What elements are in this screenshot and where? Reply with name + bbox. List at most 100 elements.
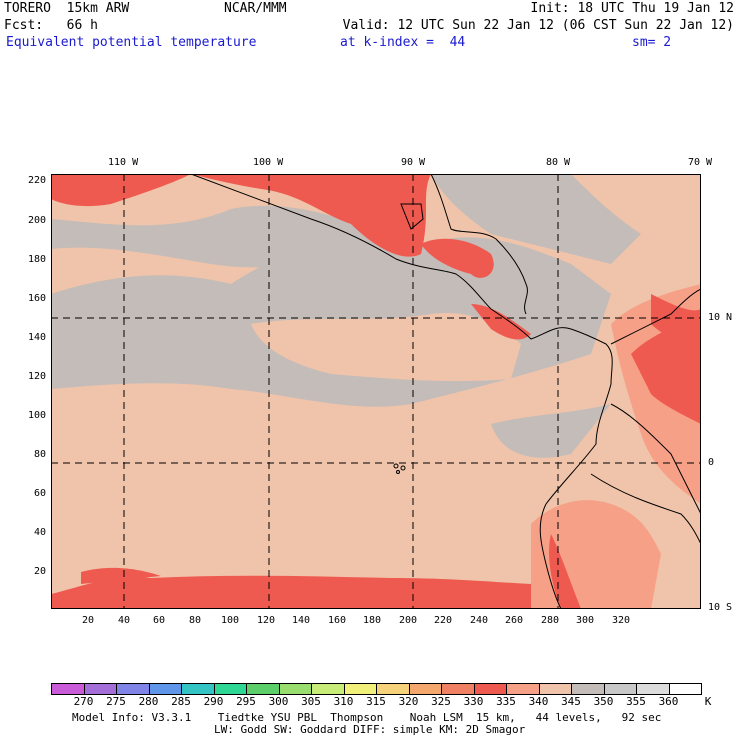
graticule xyxy=(51,174,701,609)
colorbar-label: 345 xyxy=(561,695,581,708)
galapagos-island xyxy=(396,470,400,474)
north-sa-coastline xyxy=(610,288,701,345)
colorbar-label: 330 xyxy=(463,695,484,708)
grid-y-label: 80 xyxy=(33,449,46,460)
red-region-costa-rica xyxy=(471,304,531,340)
border-line xyxy=(610,403,701,515)
gray-moisture-band xyxy=(491,404,611,458)
colorbar-swatch xyxy=(473,683,507,695)
colorbar-swatch xyxy=(246,683,280,695)
red-region-central-america xyxy=(421,238,494,278)
red-region-peru xyxy=(549,534,581,609)
galapagos-island xyxy=(393,463,399,469)
lon-label-100w: 100 W xyxy=(253,157,284,168)
map-canvas xyxy=(51,174,701,609)
colorbar-swatch xyxy=(51,683,85,695)
lat-label-0: 0 xyxy=(708,457,715,468)
colorbar-label: 310 xyxy=(333,695,354,708)
colorbar-swatch xyxy=(668,683,702,695)
grid-y-label: 120 xyxy=(27,371,46,382)
grid-y-label: 180 xyxy=(27,254,46,265)
red-band-south xyxy=(51,575,531,609)
gray-moisture-band xyxy=(431,174,641,264)
grid-x-label: 200 xyxy=(398,615,418,626)
grid-x-label: 100 xyxy=(220,615,240,626)
grid-x-label: 20 xyxy=(81,615,95,626)
grid-x-label: 120 xyxy=(256,615,276,626)
colorbar-swatch xyxy=(278,683,312,695)
red-region-mexico xyxy=(51,174,191,207)
grid-x-label: 60 xyxy=(152,615,166,626)
colorbar-label: 360 xyxy=(658,695,679,708)
colorbar-swatch xyxy=(181,683,215,695)
valid-time: Valid: 12 UTC Sun 22 Jan 12 (06 CST Sun … xyxy=(342,18,734,33)
pacific-coastline xyxy=(190,174,613,609)
theta-e-map xyxy=(51,174,701,609)
colorbar-swatch xyxy=(376,683,410,695)
init-time: Init: 18 UTC Thu 19 Jan 12 xyxy=(530,1,735,16)
grid-x-label: 80 xyxy=(188,615,202,626)
lon-label-70w: 70 W xyxy=(687,157,713,168)
lon-label-80w: 80 W xyxy=(545,157,571,168)
caribbean-coastline xyxy=(430,174,528,315)
colorbar-label: 335 xyxy=(496,695,516,708)
colorbar-swatch xyxy=(83,683,117,695)
grid-x-label: 260 xyxy=(504,615,524,626)
grid-x-label: 280 xyxy=(540,615,560,626)
colorbar-label: 285 xyxy=(171,695,191,708)
org-label: NCAR/MMM xyxy=(224,1,287,16)
colorbar-label: 305 xyxy=(301,695,321,708)
warm-patch xyxy=(251,313,521,382)
colorbar-swatch xyxy=(343,683,377,695)
colorbar-swatch xyxy=(603,683,637,695)
level-label: at k-index = 44 xyxy=(340,35,466,50)
colorbar-label: 270 xyxy=(73,695,94,708)
field-name: Equivalent potential temperature xyxy=(6,35,257,50)
grid-y-label: 40 xyxy=(33,527,46,538)
colorbar-label: 320 xyxy=(398,695,419,708)
red-band-south xyxy=(81,567,161,584)
model-info: Model Info: V3.3.1 Tiedtke YSU PBL Thomp… xyxy=(72,711,662,724)
colorbar-label: 350 xyxy=(593,695,614,708)
lon-label-90w: 90 W xyxy=(400,157,426,168)
red-region-mexico xyxy=(191,174,431,257)
smoothing-label: sm= 2 xyxy=(632,35,672,50)
model-title: TORERO 15km ARW xyxy=(4,1,130,16)
red-region-venezuela xyxy=(651,294,701,354)
colorbar-label: 340 xyxy=(528,695,549,708)
colorbar-label: 290 xyxy=(203,695,224,708)
colorbar-label: 295 xyxy=(236,695,256,708)
colorbar-label: 355 xyxy=(626,695,646,708)
colorbar-swatch xyxy=(441,683,475,695)
colorbar-label: 325 xyxy=(431,695,451,708)
colorbar-label: 300 xyxy=(268,695,289,708)
colorbar-swatch xyxy=(506,683,540,695)
colorbar-swatch xyxy=(538,683,572,695)
colorbar-unit: K xyxy=(704,695,712,708)
colorbar-swatch xyxy=(571,683,605,695)
grid-y-label: 60 xyxy=(33,488,46,499)
yucatan-border xyxy=(400,203,424,230)
galapagos-island xyxy=(400,465,406,471)
grid-x-label: 320 xyxy=(611,615,631,626)
colorbar-label: 280 xyxy=(138,695,159,708)
colorbar-swatch xyxy=(148,683,182,695)
border-line xyxy=(590,473,701,545)
forecast-hour: Fcst: 66 h xyxy=(4,18,98,33)
lat-label-10n: 10 N xyxy=(708,312,733,323)
grid-x-label: 140 xyxy=(291,615,311,626)
grid-x-label: 40 xyxy=(117,615,131,626)
physics-info: LW: Godd SW: Goddard DIFF: simple KM: 2D… xyxy=(214,723,526,736)
colorbar-swatch xyxy=(116,683,150,695)
grid-x-label: 160 xyxy=(327,615,347,626)
grid-x-label: 220 xyxy=(433,615,453,626)
grid-y-label: 20 xyxy=(33,566,46,577)
grid-y-label: 140 xyxy=(27,332,46,343)
grid-x-label: 240 xyxy=(469,615,489,626)
colorbar-label: 275 xyxy=(106,695,126,708)
colorbar-swatch xyxy=(213,683,247,695)
grid-x-label: 180 xyxy=(362,615,382,626)
gray-moisture-band xyxy=(51,205,391,268)
grid-y-label: 100 xyxy=(27,410,46,421)
colorbar-swatch xyxy=(636,683,670,695)
